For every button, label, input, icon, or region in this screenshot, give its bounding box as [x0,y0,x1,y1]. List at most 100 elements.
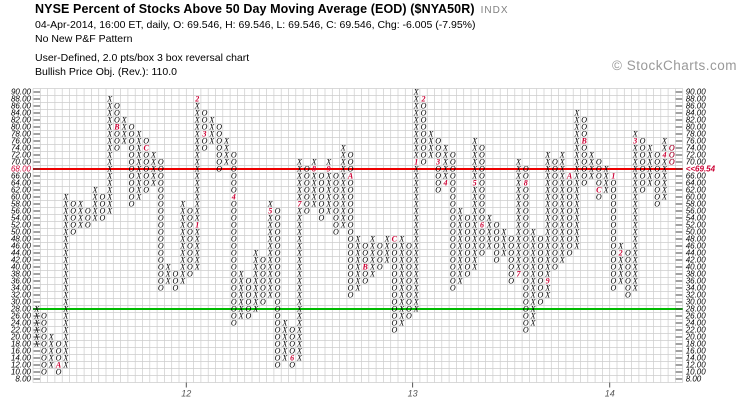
svg-text:O: O [537,277,543,286]
svg-text:80.00: 80.00 [686,123,707,132]
svg-text:X: X [457,249,464,258]
svg-text:O: O [479,186,485,195]
svg-text:O: O [304,193,310,202]
svg-text:O: O [567,249,573,258]
svg-text:O: O [610,221,616,230]
svg-text:O: O [450,179,456,188]
svg-text:X: X [106,186,113,195]
svg-text:O: O [450,242,456,251]
svg-text:O: O [231,235,237,244]
svg-text:O: O [348,284,354,293]
svg-text:O: O [158,256,164,265]
svg-text:X: X [544,207,551,216]
svg-text:X: X [106,130,113,139]
svg-text:10.00: 10.00 [686,368,707,377]
svg-text:O: O [333,200,339,209]
svg-text:O: O [216,158,222,167]
svg-text:86.00: 86.00 [11,102,32,111]
svg-text:C: C [596,186,602,195]
svg-text:X: X [573,207,580,216]
svg-text:O: O [552,179,558,188]
svg-text:X: X [296,347,303,356]
svg-text:O: O [158,249,164,258]
svg-text:X: X [62,249,69,258]
svg-text:18.00: 18.00 [686,340,707,349]
svg-text:O: O [610,270,616,279]
svg-text:O: O [406,242,412,251]
svg-text:66.00: 66.00 [11,172,32,181]
svg-text:O: O [304,179,310,188]
svg-text:54.00: 54.00 [11,214,32,223]
svg-text:X: X [530,319,537,328]
svg-text:X: X [442,165,449,174]
svg-text:O: O [581,172,587,181]
svg-text:O: O [348,158,354,167]
svg-text:X: X [194,200,201,209]
svg-text:X: X [106,102,113,111]
svg-text:X: X [398,305,405,314]
svg-text:X: X [544,242,551,251]
svg-text:O: O [654,186,660,195]
svg-text:O: O [275,333,281,342]
svg-text:O: O [640,186,646,195]
svg-text:X: X [150,158,157,167]
svg-text:X: X [471,158,478,167]
svg-text:O: O [275,347,281,356]
svg-text:X: X [296,340,303,349]
svg-text:12: 12 [181,389,191,399]
svg-text:X: X [573,242,580,251]
svg-text:X: X [559,165,566,174]
svg-text:X: X [369,263,376,272]
svg-text:O: O [85,214,91,223]
svg-text:O: O [129,179,135,188]
svg-text:X: X [62,263,69,272]
svg-text:O: O [654,172,660,181]
svg-text:O: O [523,291,529,300]
svg-text:14.00: 14.00 [686,354,707,363]
svg-text:X: X [544,151,551,160]
svg-text:X: X [398,235,405,244]
svg-text:X: X [471,263,478,272]
svg-text:X: X [296,207,303,216]
svg-text:X: X [296,228,303,237]
svg-text:1: 1 [414,158,418,167]
svg-text:O: O [669,158,675,167]
svg-text:O: O [260,263,266,272]
svg-text:18.00: 18.00 [11,340,32,349]
svg-text:O: O [275,340,281,349]
svg-text:O: O [508,263,514,272]
svg-text:X: X [559,193,566,202]
svg-text:X: X [398,256,405,265]
svg-text:X: X [106,179,113,188]
svg-text:X: X [267,235,274,244]
svg-text:O: O [508,277,514,286]
svg-text:O: O [479,144,485,153]
svg-text:52.00: 52.00 [686,221,707,230]
svg-text:62.00: 62.00 [686,186,707,195]
svg-text:X: X [296,165,303,174]
svg-text:X: X [267,256,274,265]
svg-text:O: O [523,200,529,209]
svg-text:X: X [296,172,303,181]
svg-text:X: X [471,193,478,202]
svg-text:X: X [33,305,40,314]
svg-text:X: X [281,347,288,356]
svg-text:O: O [231,242,237,251]
svg-text:O: O [56,368,62,377]
svg-text:O: O [41,361,47,370]
svg-text:O: O [70,221,76,230]
svg-text:O: O [537,235,543,244]
svg-text:O: O [129,151,135,160]
svg-text:X: X [223,137,230,146]
svg-text:O: O [494,221,500,230]
svg-text:X: X [194,172,201,181]
svg-text:42.00: 42.00 [686,256,707,265]
svg-text:X: X [544,291,551,300]
svg-text:X: X [530,277,537,286]
svg-text:X: X [340,172,347,181]
svg-text:X: X [442,151,449,160]
svg-text:X: X [632,172,639,181]
svg-text:X: X [354,277,361,286]
svg-text:O: O [552,235,558,244]
svg-text:X: X [267,200,274,209]
